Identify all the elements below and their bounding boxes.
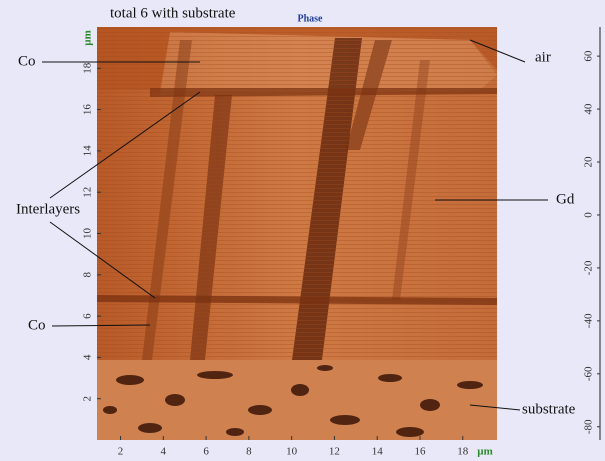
y-axis-label: µm [82,30,94,46]
x-tick-label: 2 [118,446,124,458]
y-tick-label: 2 [82,396,94,402]
x-tick-label: 6 [203,446,209,458]
x-tick-label: 12 [329,446,340,458]
annotation-leader [469,404,521,411]
y2-tick-label: -20 [583,260,595,275]
annotation-leader [49,91,201,199]
y-tick-label: 10 [82,228,94,240]
x-tick-label: 16 [414,446,426,458]
annotation-leader [469,39,526,63]
x-tick-label: 18 [457,446,469,458]
annotation-leader [51,324,151,327]
annotation: Co [18,53,36,69]
y-tick-label: 16 [82,104,94,116]
y2-tick-label: -60 [583,366,595,381]
y2-tick-label: -80 [583,419,595,434]
chart-title: total 6 with substrate [110,5,236,21]
annotation: Interlayers [16,201,80,217]
annotation: air [535,49,551,65]
y-tick-label: 4 [82,354,94,360]
y2-tick-label: 40 [583,103,595,115]
x-tick-label: 8 [246,446,252,458]
y2-tick-label: -40 [583,313,595,328]
annotation: substrate [522,401,576,417]
phase-image [97,27,497,440]
y-tick-label: 8 [82,272,94,278]
x-axis-label: µm [477,446,493,458]
y-tick-label: 6 [82,313,94,319]
y2-tick-label: 60 [583,50,595,62]
annotation: Gd [556,191,575,207]
annotation-leader [49,221,156,299]
x-tick-label: 4 [161,446,167,458]
y2-tick-label: 0 [583,212,595,218]
x-tick-label: 10 [286,446,298,458]
x-tick-label: 14 [372,446,384,458]
y2-tick-label: 20 [583,156,595,168]
chart-subtitle: Phase [298,13,324,24]
y-tick-label: 18 [82,62,94,74]
y-tick-label: 12 [82,187,94,198]
y-tick-label: 14 [82,145,94,157]
annotation: Co [28,317,46,333]
